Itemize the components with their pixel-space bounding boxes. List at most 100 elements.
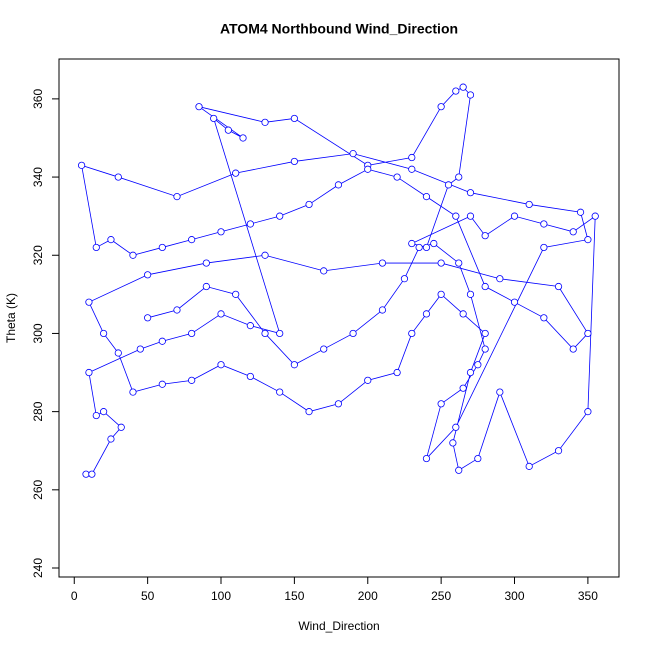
data-point [455, 173, 463, 181]
data-point [540, 243, 548, 252]
data-point [422, 454, 431, 463]
data-point [466, 368, 475, 377]
data-point [452, 212, 460, 220]
data-point [276, 388, 284, 396]
data-point [202, 259, 210, 267]
data-point [422, 310, 431, 318]
data-point [466, 290, 475, 298]
data-point [232, 290, 240, 298]
data-point [540, 220, 548, 228]
data-point [378, 306, 387, 314]
data-point [408, 329, 416, 338]
data-point [364, 376, 372, 384]
x-tick-label: 350 [578, 589, 598, 603]
data-point [239, 134, 247, 142]
x-tick-label: 0 [71, 589, 78, 603]
data-point [188, 376, 196, 384]
y-axis-label: Theta (K) [4, 293, 18, 343]
data-point [584, 408, 592, 416]
data-point [246, 372, 254, 381]
data-point [437, 400, 445, 408]
data-point [114, 349, 122, 357]
data-point [246, 322, 254, 330]
data-point [202, 282, 210, 291]
data-point [290, 361, 298, 369]
data-point [305, 200, 313, 209]
data-point [364, 165, 372, 173]
data-point [474, 454, 482, 463]
data-point [466, 189, 475, 197]
data-point [408, 239, 416, 248]
data-point [408, 153, 416, 162]
data-point [444, 181, 453, 189]
y-tick-label: 260 [31, 479, 45, 499]
data-point [481, 282, 489, 291]
data-point [591, 212, 599, 220]
data-point [158, 243, 166, 252]
data-point [496, 275, 504, 283]
data-point [88, 470, 96, 478]
data-point [481, 232, 489, 240]
data-point [393, 173, 401, 181]
data-point [158, 337, 166, 345]
y-tick-label: 300 [31, 323, 45, 343]
data-point [569, 228, 577, 236]
data-point [452, 423, 460, 431]
x-tick-label: 50 [141, 589, 155, 603]
data-point [437, 290, 445, 298]
data-point [305, 408, 313, 416]
data-point [100, 408, 108, 416]
data-point [554, 282, 563, 291]
data-point [525, 462, 533, 470]
data-point [334, 181, 343, 189]
data-point [584, 236, 592, 244]
data-point [82, 470, 90, 478]
data-point [455, 466, 463, 474]
y-tick-label: 320 [31, 245, 45, 265]
data-point [144, 271, 152, 279]
data-point [92, 411, 100, 420]
data-point [525, 200, 533, 209]
data-point [408, 165, 416, 173]
data-point [474, 361, 482, 369]
y-tick-label: 240 [31, 558, 45, 578]
data-point [261, 251, 269, 259]
data-point [496, 388, 504, 396]
data-point [437, 103, 445, 111]
x-tick-label: 300 [504, 589, 524, 603]
data-point [334, 400, 343, 408]
data-point [349, 329, 357, 338]
data-point [466, 212, 475, 220]
data-point [320, 267, 328, 275]
x-tick-label: 200 [358, 589, 378, 603]
data-line [81, 86, 596, 475]
data-point [437, 259, 445, 267]
x-tick-label: 100 [211, 589, 231, 603]
data-point [129, 388, 137, 396]
data-point [459, 310, 467, 318]
data-point [129, 251, 137, 259]
y-tick-label: 360 [31, 89, 45, 109]
data-point [217, 310, 225, 318]
x-tick-label: 250 [431, 589, 451, 603]
data-point [117, 423, 125, 431]
data-point [569, 345, 577, 353]
data-point [158, 380, 166, 388]
data-point [430, 239, 438, 248]
data-point [400, 275, 409, 283]
data-point [320, 345, 328, 353]
data-point [466, 91, 475, 99]
data-point [276, 329, 284, 338]
data-point [459, 384, 467, 392]
data-point [77, 161, 86, 169]
chart-title: ATOM4 Northbound Wind_Direction [220, 21, 458, 37]
data-point [188, 236, 196, 244]
data-point [92, 243, 100, 252]
data-point [107, 435, 115, 443]
data-point [422, 193, 431, 201]
data-point [261, 329, 269, 338]
data-point [107, 236, 115, 244]
data-point [224, 126, 232, 134]
data-point [540, 314, 548, 322]
